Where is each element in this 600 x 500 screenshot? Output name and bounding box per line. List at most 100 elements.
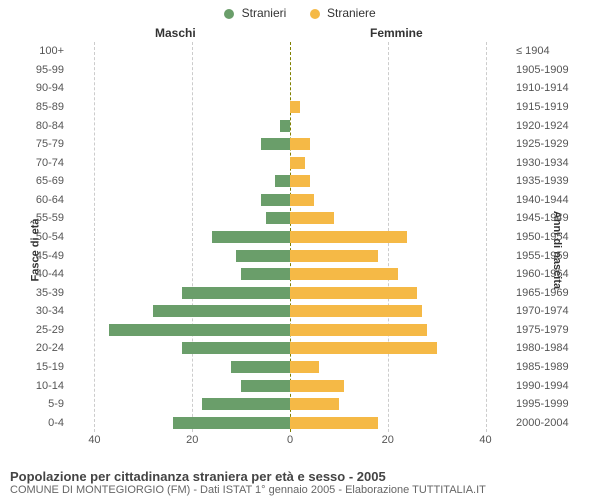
- bar-female: [290, 417, 378, 429]
- pyramid-row: [70, 358, 510, 377]
- birth-year-label: ≤ 1904: [516, 45, 596, 57]
- legend: Stranieri Straniere: [0, 6, 600, 20]
- age-label: 65-69: [4, 175, 64, 187]
- birth-year-label: 1985-1989: [516, 361, 596, 373]
- age-label: 50-54: [4, 231, 64, 243]
- age-label: 20-24: [4, 342, 64, 354]
- age-label: 35-39: [4, 287, 64, 299]
- birth-year-label: 1965-1969: [516, 287, 596, 299]
- pyramid-row: [70, 191, 510, 210]
- legend-label-male: Stranieri: [242, 6, 287, 20]
- age-label: 5-9: [4, 398, 64, 410]
- age-label: 70-74: [4, 157, 64, 169]
- column-title-male: Maschi: [155, 26, 196, 40]
- pyramid-row: [70, 61, 510, 80]
- age-label: 55-59: [4, 212, 64, 224]
- bar-male: [109, 324, 290, 336]
- birth-year-label: 1955-1959: [516, 250, 596, 262]
- age-label: 80-84: [4, 120, 64, 132]
- x-tick-label: 40: [479, 434, 491, 446]
- population-pyramid-chart: Stranieri Straniere Maschi Femmine Fasce…: [0, 0, 600, 500]
- x-tick-label: 20: [186, 434, 198, 446]
- bar-male: [275, 175, 290, 187]
- plot-area: [70, 42, 510, 432]
- bar-male: [236, 250, 290, 262]
- bar-female: [290, 194, 314, 206]
- bar-female: [290, 380, 344, 392]
- birth-year-label: 1915-1919: [516, 101, 596, 113]
- pyramid-row: [70, 395, 510, 414]
- pyramid-row: [70, 172, 510, 191]
- age-label: 40-44: [4, 268, 64, 280]
- pyramid-row: [70, 376, 510, 395]
- birth-year-label: 1905-1909: [516, 64, 596, 76]
- bar-female: [290, 138, 310, 150]
- bar-male: [212, 231, 290, 243]
- chart-title: Popolazione per cittadinanza straniera p…: [10, 469, 590, 484]
- bar-male: [231, 361, 290, 373]
- bar-male: [280, 120, 290, 132]
- x-tick-label: 20: [382, 434, 394, 446]
- birth-year-label: 1980-1984: [516, 342, 596, 354]
- age-label: 15-19: [4, 361, 64, 373]
- legend-label-female: Straniere: [327, 6, 376, 20]
- bar-female: [290, 101, 300, 113]
- bar-female: [290, 361, 319, 373]
- pyramid-row: [70, 42, 510, 61]
- bar-female: [290, 305, 422, 317]
- chart-subtitle: COMUNE DI MONTEGIORGIO (FM) - Dati ISTAT…: [10, 484, 590, 496]
- bar-female: [290, 212, 334, 224]
- pyramid-row: [70, 413, 510, 432]
- bar-female: [290, 175, 310, 187]
- bar-male: [202, 398, 290, 410]
- chart-footer: Popolazione per cittadinanza straniera p…: [10, 469, 590, 496]
- pyramid-row: [70, 135, 510, 154]
- bar-female: [290, 157, 305, 169]
- bar-male: [182, 287, 290, 299]
- bar-male: [173, 417, 290, 429]
- bar-female: [290, 231, 407, 243]
- age-label: 85-89: [4, 101, 64, 113]
- bar-female: [290, 398, 339, 410]
- birth-year-label: 1970-1974: [516, 305, 596, 317]
- age-label: 95-99: [4, 64, 64, 76]
- birth-year-label: 1995-1999: [516, 398, 596, 410]
- bar-male: [241, 380, 290, 392]
- bar-male: [261, 138, 290, 150]
- age-label: 0-4: [4, 417, 64, 429]
- legend-item-male: Stranieri: [224, 6, 286, 20]
- legend-swatch-male: [224, 9, 234, 19]
- pyramid-row: [70, 209, 510, 228]
- pyramid-row: [70, 246, 510, 265]
- pyramid-row: [70, 302, 510, 321]
- birth-year-label: 2000-2004: [516, 417, 596, 429]
- x-tick-label: 40: [88, 434, 100, 446]
- bar-female: [290, 268, 398, 280]
- pyramid-row: [70, 339, 510, 358]
- bar-male: [182, 342, 290, 354]
- birth-year-label: 1935-1939: [516, 175, 596, 187]
- birth-year-label: 1940-1944: [516, 194, 596, 206]
- bar-female: [290, 250, 378, 262]
- birth-year-label: 1920-1924: [516, 120, 596, 132]
- pyramid-row: [70, 265, 510, 284]
- legend-swatch-female: [310, 9, 320, 19]
- age-label: 25-29: [4, 324, 64, 336]
- bar-male: [153, 305, 290, 317]
- pyramid-row: [70, 283, 510, 302]
- pyramid-row: [70, 228, 510, 247]
- age-label: 90-94: [4, 82, 64, 94]
- age-label: 45-49: [4, 250, 64, 262]
- birth-year-label: 1975-1979: [516, 324, 596, 336]
- age-label: 10-14: [4, 380, 64, 392]
- birth-year-label: 1930-1934: [516, 157, 596, 169]
- age-label: 30-34: [4, 305, 64, 317]
- column-title-female: Femmine: [370, 26, 423, 40]
- pyramid-row: [70, 79, 510, 98]
- pyramid-row: [70, 153, 510, 172]
- age-label: 60-64: [4, 194, 64, 206]
- legend-item-female: Straniere: [310, 6, 376, 20]
- age-label: 100+: [4, 45, 64, 57]
- birth-year-label: 1950-1954: [516, 231, 596, 243]
- bar-female: [290, 324, 427, 336]
